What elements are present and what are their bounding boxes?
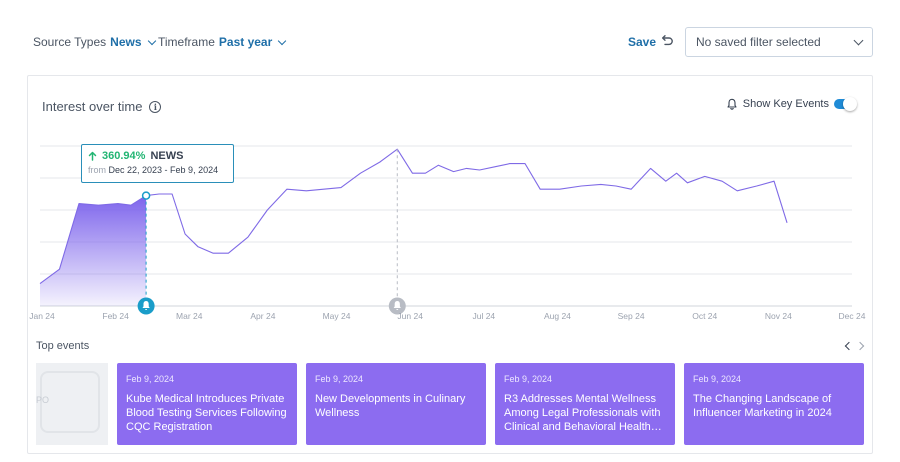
chart-tooltip: 360.94% NEWS from Dec 22, 2023 - Feb 9, … xyxy=(81,144,234,183)
filter-bar: Source Types News Timeframe Past year Sa… xyxy=(0,0,900,76)
x-tick-label: Feb 24 xyxy=(102,311,129,321)
thumbnail-image xyxy=(40,371,100,433)
chevron-down-icon xyxy=(853,35,864,45)
chevron-down-icon xyxy=(278,36,287,45)
tooltip-from-label: from xyxy=(88,165,106,175)
event-date: Feb 9, 2024 xyxy=(126,374,175,384)
event-date: Feb 9, 2024 xyxy=(315,374,364,384)
timeframe-label: Timeframe xyxy=(158,35,215,49)
chevron-down-icon xyxy=(147,36,156,45)
source-types-value: News xyxy=(110,35,142,49)
event-title: R3 Addresses Mental Wellness Among Legal… xyxy=(504,393,662,433)
arrow-up-icon xyxy=(88,151,97,161)
bell-icon xyxy=(393,301,401,310)
event-title: The Changing Landscape of Influencer Mar… xyxy=(693,393,832,419)
bell-icon xyxy=(142,301,150,310)
key-events-label: Show Key Events xyxy=(742,98,829,110)
event-title: New Developments in Culinary Wellness xyxy=(315,393,466,419)
x-tick-label: Jun 24 xyxy=(397,311,423,321)
interest-card: Interest over time i Show Key Events Jan… xyxy=(27,75,873,454)
x-tick-label: Aug 24 xyxy=(544,311,571,321)
x-tick-label: Oct 24 xyxy=(692,311,717,321)
x-tick-label: Jul 24 xyxy=(472,311,495,321)
save-button[interactable]: Save xyxy=(628,35,657,49)
tooltip-change: 360.94% xyxy=(102,150,146,162)
x-tick-label: Apr 24 xyxy=(250,311,275,321)
event-card[interactable]: Feb 9, 2024 New Developments in Culinary… xyxy=(306,363,486,445)
carousel-prev-button[interactable] xyxy=(843,340,854,354)
event-card[interactable]: Feb 9, 2024 The Changing Landscape of In… xyxy=(684,363,864,445)
info-icon[interactable]: i xyxy=(149,100,162,113)
key-event-point xyxy=(141,191,151,200)
tooltip-source: NEWS xyxy=(150,150,184,162)
chart-title-text: Interest over time xyxy=(42,99,143,114)
carousel-next-button[interactable] xyxy=(855,340,867,354)
x-tick-label: Nov 24 xyxy=(765,311,792,321)
chevron-left-icon xyxy=(844,341,854,351)
series-line xyxy=(39,148,788,285)
x-tick-label: Dec 24 xyxy=(839,311,866,321)
source-types-filter[interactable]: Source Types News xyxy=(33,35,156,49)
event-date: Feb 9, 2024 xyxy=(693,374,742,384)
undo-icon[interactable] xyxy=(660,34,674,48)
toggle-knob xyxy=(843,97,857,111)
event-thumbnail[interactable]: PO xyxy=(36,363,108,445)
thumbnail-text: PO xyxy=(36,395,50,405)
x-tick-label: Jan 24 xyxy=(29,311,55,321)
source-types-label: Source Types xyxy=(33,35,107,49)
timeframe-value: Past year xyxy=(218,35,273,49)
chevron-right-icon xyxy=(855,341,865,351)
event-card[interactable]: Feb 9, 2024 Kube Medical Introduces Priv… xyxy=(117,363,297,445)
tooltip-range: Dec 22, 2023 - Feb 9, 2024 xyxy=(108,165,219,175)
x-tick-label: May 24 xyxy=(323,311,351,321)
event-card[interactable]: Feb 9, 2024 R3 Addresses Mental Wellness… xyxy=(495,363,675,445)
x-tick-label: Mar 24 xyxy=(176,311,203,321)
key-events-toggle-group: Show Key Events xyxy=(726,97,857,111)
event-date: Feb 9, 2024 xyxy=(504,374,553,384)
saved-filter-select[interactable]: No saved filter selected xyxy=(685,27,873,57)
top-events-heading: Top events xyxy=(36,340,90,352)
chart-title: Interest over time i xyxy=(42,99,162,114)
timeframe-filter[interactable]: Timeframe Past year xyxy=(158,35,287,49)
event-title: Kube Medical Introduces Private Blood Te… xyxy=(126,393,287,433)
key-events-toggle[interactable] xyxy=(834,97,857,111)
highlight-area xyxy=(40,195,147,306)
bell-icon xyxy=(727,98,737,110)
interest-chart: Jan 24 Feb 24 Mar 24 Apr 24 May 24 Jun 24 Jul … xyxy=(29,145,866,321)
x-tick-label: Sep 24 xyxy=(618,311,645,321)
saved-filter-value: No saved filter selected xyxy=(696,35,821,49)
